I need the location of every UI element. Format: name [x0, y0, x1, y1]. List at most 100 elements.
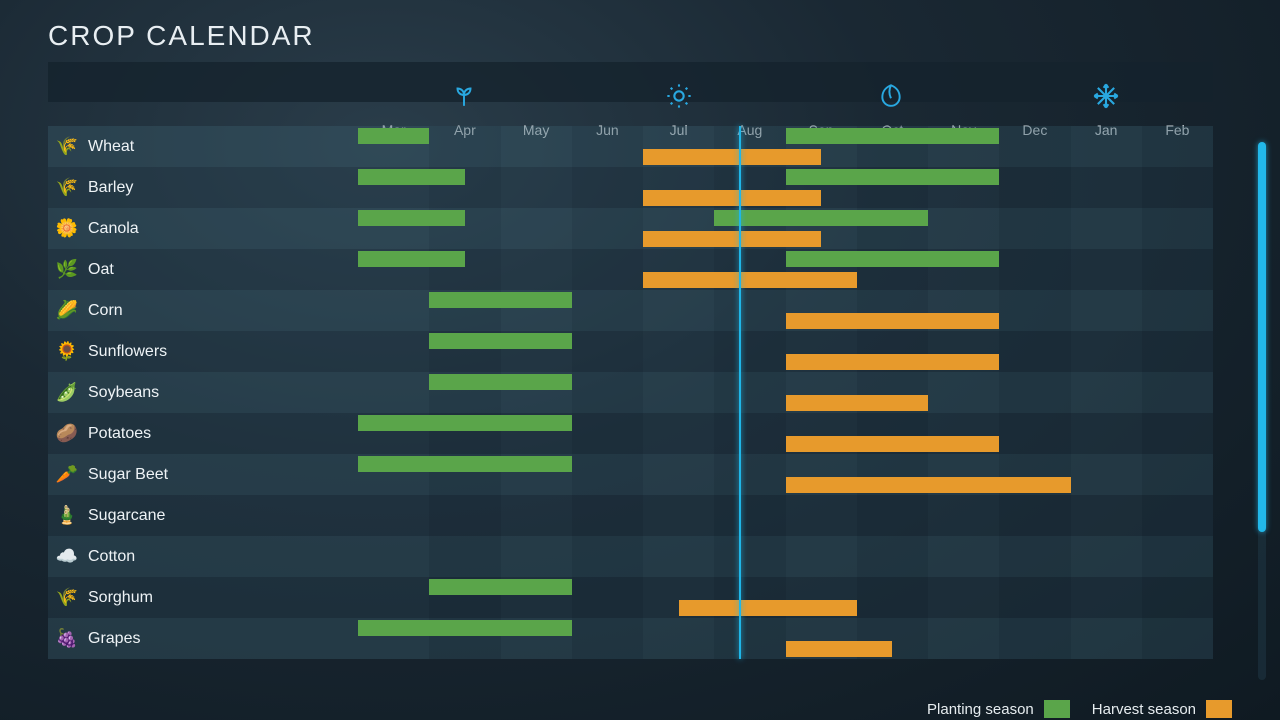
grid-cell	[1035, 618, 1071, 659]
crop-row[interactable]: 🌾Wheat	[48, 126, 1213, 167]
scrollbar-thumb[interactable]	[1258, 142, 1266, 532]
planting-bar	[786, 251, 1000, 267]
grid-cell	[714, 618, 750, 659]
crop-row[interactable]: 🌽Corn	[48, 290, 1213, 331]
grid-cell	[1106, 413, 1142, 454]
crop-name: Sugar Beet	[88, 466, 168, 484]
crop-row[interactable]: 🥕Sugar Beet	[48, 454, 1213, 495]
sun-icon	[665, 82, 693, 110]
row-months	[358, 495, 1213, 536]
crop-row[interactable]: 🌾Sorghum	[48, 577, 1213, 618]
grid-cell	[928, 577, 964, 618]
grid-cell	[1106, 536, 1142, 577]
grid-cell	[536, 167, 572, 208]
crop-name: Corn	[88, 302, 123, 320]
row-months	[358, 413, 1213, 454]
planting-bar	[358, 251, 465, 267]
crop-label: 🍇Grapes	[48, 618, 358, 659]
crop-row[interactable]: 🥔Potatoes	[48, 413, 1213, 454]
crop-icon: 🫛	[56, 382, 78, 404]
grid-cell	[1106, 208, 1142, 249]
grid-cell	[1071, 331, 1107, 372]
crop-icon: ☁️	[56, 546, 78, 568]
grid-cell	[607, 495, 643, 536]
legend-harvest: Harvest season	[1092, 700, 1232, 718]
crop-icon: 🌿	[56, 259, 78, 281]
crop-row[interactable]: 🌾Barley	[48, 167, 1213, 208]
grid-cell	[607, 208, 643, 249]
grid-cell	[1106, 372, 1142, 413]
grid-cell	[429, 126, 465, 167]
crop-row[interactable]: 🎍Sugarcane	[48, 495, 1213, 536]
row-months	[358, 372, 1213, 413]
grid-cell	[999, 577, 1035, 618]
harvest-bar	[643, 231, 821, 247]
crop-icon: 🌾	[56, 177, 78, 199]
grid-cell	[607, 454, 643, 495]
grid-cell	[999, 167, 1035, 208]
crop-row[interactable]: 🌼Canola	[48, 208, 1213, 249]
grid-cell	[1106, 331, 1142, 372]
crop-name: Oat	[88, 261, 114, 279]
grid-cell	[679, 618, 715, 659]
crop-label: 🌾Wheat	[48, 126, 358, 167]
crop-row[interactable]: 🌻Sunflowers	[48, 331, 1213, 372]
grid-cell	[750, 618, 786, 659]
grid-cell	[1106, 249, 1142, 290]
grid-cell	[536, 536, 572, 577]
grid-cell	[1035, 290, 1071, 331]
grid-cell	[394, 372, 430, 413]
harvest-bar	[786, 354, 1000, 370]
grid-cell	[358, 536, 394, 577]
grid-cell	[750, 413, 786, 454]
grid-cell	[1142, 249, 1178, 290]
grid-cell	[643, 536, 679, 577]
grid-cell	[1071, 208, 1107, 249]
planting-bar	[786, 169, 1000, 185]
crop-label: 🌾Barley	[48, 167, 358, 208]
month-header-row: MarAprMayJunJulAugSepOctNovDecJanFeb	[48, 102, 1213, 126]
grid-cell	[572, 618, 608, 659]
crop-row[interactable]: 🫛Soybeans	[48, 372, 1213, 413]
grid-cell	[394, 495, 430, 536]
legend-planting: Planting season	[927, 700, 1070, 718]
crop-label: 🌾Sorghum	[48, 577, 358, 618]
grid-cell	[1106, 577, 1142, 618]
crop-row[interactable]: ☁️Cotton	[48, 536, 1213, 577]
row-months	[358, 290, 1213, 331]
crop-label: ☁️Cotton	[48, 536, 358, 577]
grid-cell	[536, 126, 572, 167]
grid-cell	[999, 536, 1035, 577]
legend-planting-label: Planting season	[927, 701, 1034, 718]
grid-cell	[1142, 126, 1178, 167]
grid-cell	[1071, 249, 1107, 290]
grid-cell	[572, 454, 608, 495]
grid-cell	[465, 536, 501, 577]
grid-cell	[643, 577, 679, 618]
crop-icon: 🌾	[56, 587, 78, 609]
grid-cell	[1142, 208, 1178, 249]
legend: Planting season Harvest season	[927, 700, 1232, 718]
grid-cell	[679, 454, 715, 495]
crop-icon: 🌻	[56, 341, 78, 363]
grid-cell	[1035, 495, 1071, 536]
row-months	[358, 577, 1213, 618]
vertical-scrollbar[interactable]	[1258, 142, 1266, 680]
grid-cell	[1177, 577, 1213, 618]
crop-name: Wheat	[88, 138, 134, 156]
grid-cell	[572, 249, 608, 290]
grid-cell	[964, 495, 1000, 536]
grid-cell	[999, 290, 1035, 331]
grid-cell	[358, 290, 394, 331]
crop-row[interactable]: 🌿 Oat	[48, 249, 1213, 290]
grid-cell	[1035, 372, 1071, 413]
crop-row[interactable]: 🍇Grapes	[48, 618, 1213, 659]
grid-cell	[1142, 413, 1178, 454]
grid-cell	[750, 372, 786, 413]
grid-cell	[607, 331, 643, 372]
grid-cell	[1035, 577, 1071, 618]
grid-cell	[1106, 618, 1142, 659]
planting-bar	[358, 456, 572, 472]
grid-cell	[1035, 208, 1071, 249]
page-title: CROP CALENDAR	[48, 20, 1232, 52]
